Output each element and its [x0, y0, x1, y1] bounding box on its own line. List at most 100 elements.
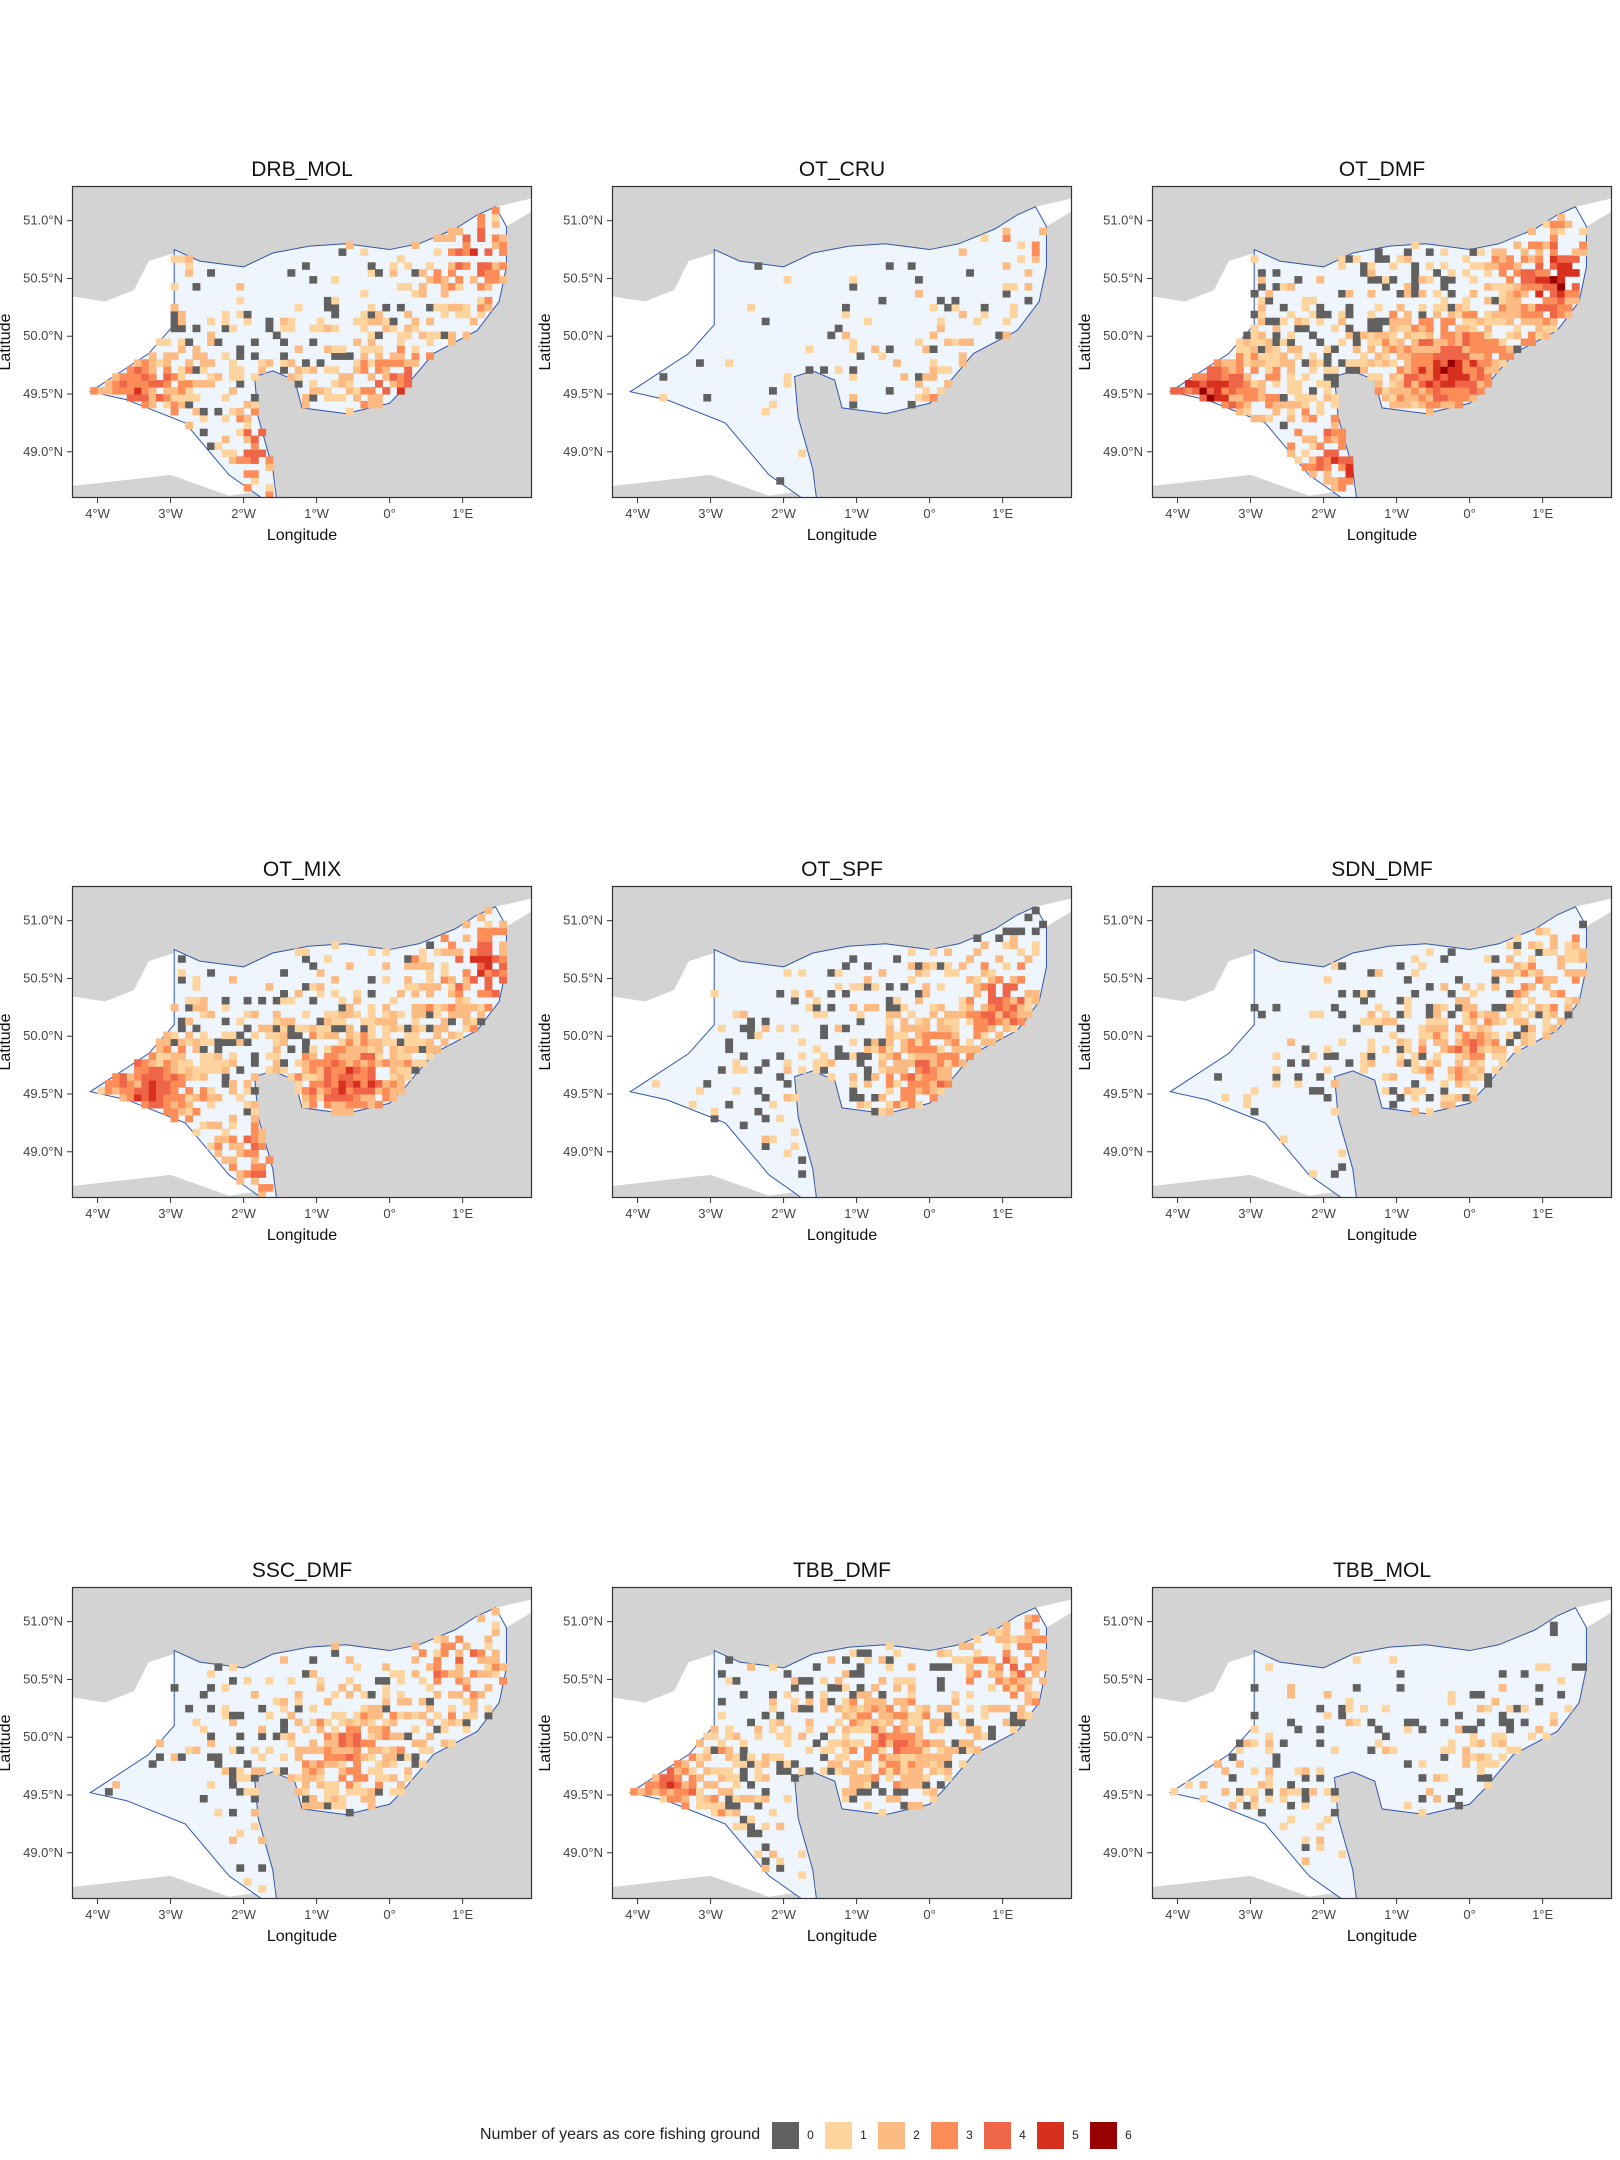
grid-cell [966, 1718, 974, 1727]
grid-cell [433, 303, 442, 312]
grid-cell [1513, 262, 1522, 270]
grid-cell [1323, 1711, 1332, 1720]
grid-cell [951, 296, 960, 305]
grid-cell [280, 969, 288, 977]
grid-cell [849, 283, 858, 291]
grid-cell [1243, 1739, 1252, 1747]
grid-cell [666, 1781, 675, 1789]
grid-cell [827, 1073, 836, 1081]
grid-cell [907, 1087, 916, 1095]
grid-cell [1440, 303, 1449, 312]
grid-cell [360, 1774, 369, 1782]
grid-cell [995, 1628, 1004, 1637]
grid-cell [375, 1774, 383, 1782]
grid-cell [922, 1066, 931, 1074]
grid-cell [119, 1087, 128, 1095]
grid-cell [1017, 255, 1026, 263]
grid-cell [966, 1691, 974, 1699]
y-tick-label: 50.5°N [563, 970, 603, 985]
grid-cell [936, 1677, 945, 1685]
grid-cell [863, 1725, 872, 1734]
grid-cell [477, 1017, 486, 1026]
grid-cell [345, 380, 354, 388]
grid-cell [717, 1670, 726, 1678]
grid-cell [1571, 269, 1580, 277]
grid-cell [287, 359, 296, 367]
grid-cell [177, 955, 186, 963]
grid-cell [1498, 255, 1507, 263]
grid-cell [382, 1684, 391, 1692]
grid-cell [980, 1024, 989, 1033]
grid-cell [1440, 1080, 1449, 1088]
grid-cell [878, 1767, 887, 1775]
grid-cell [221, 324, 230, 333]
grid-cell [907, 262, 916, 270]
grid-cell [878, 1732, 887, 1741]
grid-cell [1469, 366, 1478, 374]
grid-cell [287, 1024, 296, 1033]
grid-cell [1382, 1073, 1390, 1081]
grid-cell [323, 1017, 332, 1026]
grid-cell [900, 1774, 909, 1782]
grid-cell [966, 1677, 974, 1685]
grid-cell [1257, 394, 1266, 402]
grid-cell [141, 359, 150, 367]
x-tick-label: 0° [383, 1206, 395, 1221]
grid-cell [331, 276, 340, 284]
grid-cell [302, 1774, 310, 1782]
grid-cell [418, 955, 427, 963]
grid-cell [958, 1003, 967, 1012]
grid-cell [156, 1100, 164, 1109]
grid-cell [1491, 248, 1500, 256]
grid-cell [1382, 338, 1390, 346]
grid-cell [440, 1739, 449, 1747]
grid-cell [1382, 276, 1390, 284]
grid-cell [885, 983, 894, 991]
grid-cell [1571, 941, 1580, 949]
grid-cell [1535, 941, 1544, 949]
grid-cell [426, 1024, 434, 1033]
grid-cell [1571, 255, 1580, 263]
grid-cell [294, 1774, 303, 1782]
grid-cell [404, 983, 413, 991]
grid-cell [717, 1788, 726, 1796]
grid-cell [1549, 317, 1558, 326]
grid-cell [936, 1059, 945, 1067]
grid-cell [360, 1052, 369, 1060]
grid-cell [878, 1788, 887, 1796]
grid-cell [1250, 1711, 1259, 1720]
grid-cell [1476, 1052, 1485, 1060]
grid-cell [199, 366, 208, 374]
grid-cell [1491, 983, 1500, 991]
grid-cell [922, 1746, 931, 1754]
grid-cell [1411, 1052, 1420, 1060]
grid-cell [1557, 296, 1566, 305]
grid-cell [1330, 449, 1339, 457]
grid-cell [229, 1677, 237, 1685]
grid-cell [1462, 359, 1471, 367]
y-tick-label: 49.0°N [23, 1144, 63, 1159]
grid-cell [462, 969, 471, 977]
grid-cell [820, 1010, 828, 1019]
grid-cell [812, 1066, 821, 1074]
grid-cell [1330, 366, 1339, 374]
grid-cell [915, 1746, 923, 1754]
grid-cell [1257, 296, 1266, 305]
grid-cell [367, 1753, 376, 1761]
grid-cell [1447, 1045, 1456, 1053]
grid-cell [1433, 1031, 1441, 1040]
grid-cell [440, 1017, 449, 1026]
grid-cell [440, 934, 449, 942]
grid-cell [367, 262, 376, 270]
grid-cell [893, 1677, 901, 1685]
grid-cell [936, 1767, 945, 1775]
grid-cell [944, 1718, 953, 1727]
grid-cell [1389, 345, 1398, 353]
grid-cell [674, 1767, 682, 1775]
grid-cell [856, 1059, 865, 1067]
grid-cell [1447, 290, 1456, 298]
grid-cell [885, 1100, 894, 1109]
grid-cell [1360, 1066, 1368, 1074]
grid-cell [1396, 338, 1405, 346]
grid-cell [849, 1739, 858, 1747]
